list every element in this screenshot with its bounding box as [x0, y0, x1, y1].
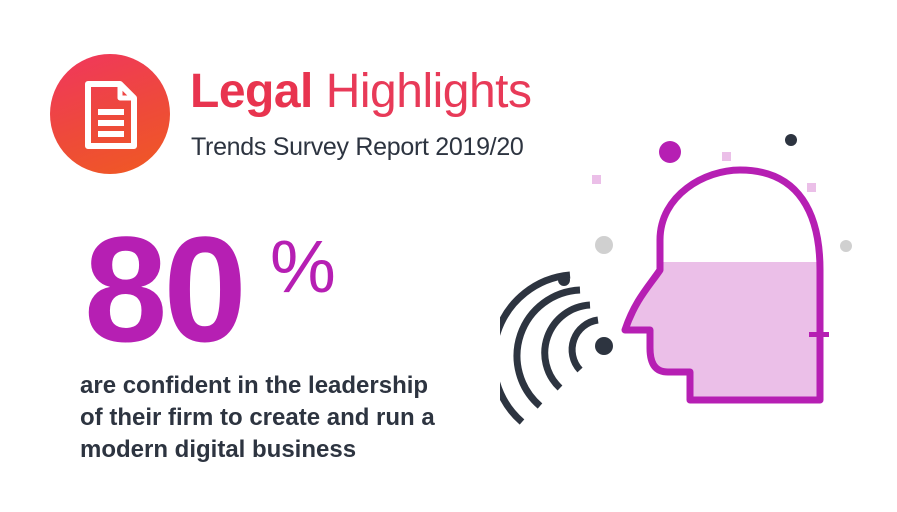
logo-badge — [50, 54, 170, 174]
sound-wave-1 — [568, 316, 599, 373]
head-outline — [621, 166, 824, 404]
sound-wave-3 — [513, 286, 581, 409]
title-bold: Legal — [190, 65, 313, 118]
stat-figure: 80 % — [84, 214, 336, 364]
deco-dot — [785, 134, 797, 146]
sound-wave-2 — [541, 301, 591, 391]
deco-dot — [840, 240, 852, 252]
description-line: of their firm to create and run a — [80, 404, 435, 431]
description-line: modern digital business — [80, 436, 357, 463]
deco-square — [722, 152, 731, 161]
deco-dot — [595, 236, 613, 254]
page-title: Legal Highlights — [190, 64, 532, 120]
stat-unit: % — [270, 225, 336, 308]
speaking-head-icon — [500, 134, 852, 425]
page-subtitle: Trends Survey Report 2019/20 — [191, 133, 524, 161]
description-line: are confident in the leadership — [80, 372, 429, 399]
deco-dot — [659, 141, 681, 163]
stat-description: are confident in the leadership of their… — [80, 370, 510, 466]
stat-value: 80 — [84, 205, 247, 373]
sound-wave-4 — [500, 271, 571, 425]
plus-icon — [809, 324, 829, 345]
deco-square — [592, 175, 601, 184]
sound-dot — [595, 337, 613, 355]
deco-dot — [558, 274, 570, 286]
deco-square — [807, 183, 816, 192]
title-light: Highlights — [325, 65, 532, 118]
document-icon — [85, 81, 137, 149]
